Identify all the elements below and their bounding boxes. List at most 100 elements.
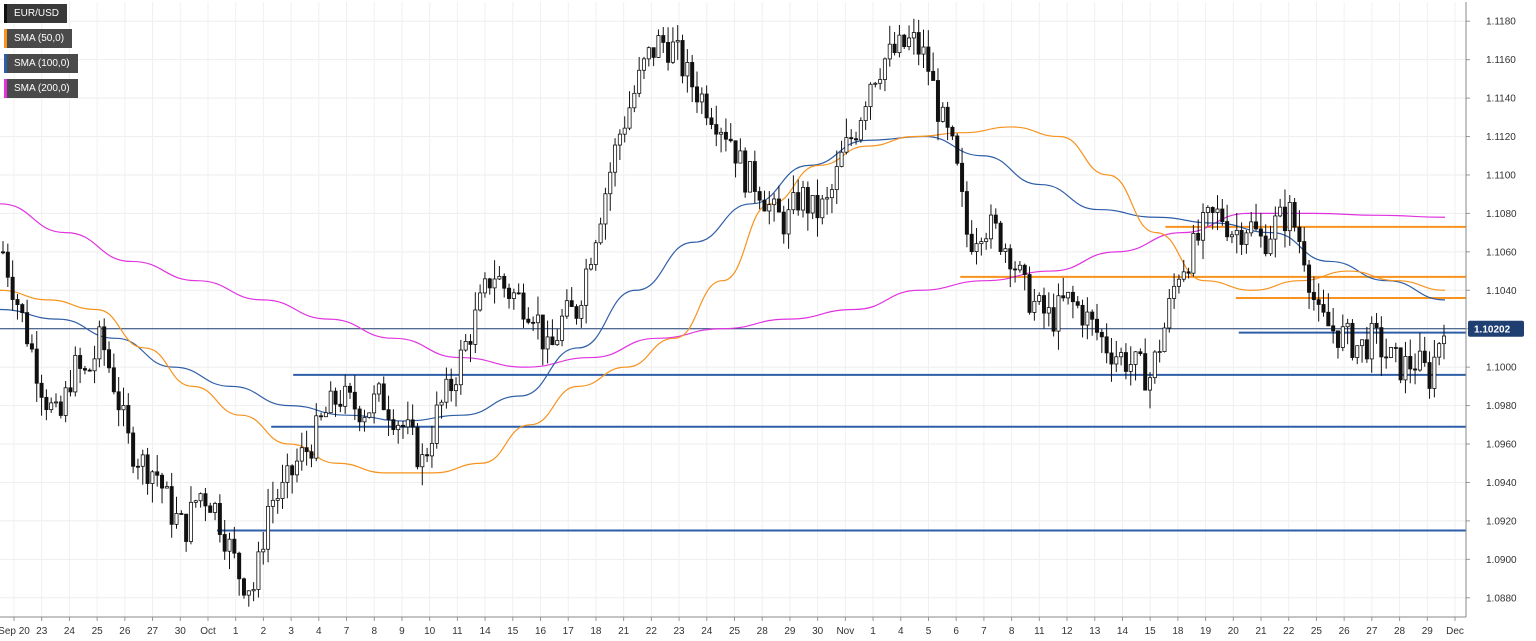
candle-body (757, 191, 762, 201)
x-tick-label: 24 (64, 626, 76, 637)
candle-body (140, 454, 145, 467)
candle-body (892, 43, 897, 54)
x-tick-label: 28 (1394, 626, 1406, 637)
candle-body (617, 133, 622, 146)
legend-item-sma100[interactable]: SMA (100,0) (4, 54, 78, 73)
candle-body (323, 412, 328, 418)
candle-body (1220, 208, 1225, 222)
x-tick-label: 25 (92, 626, 104, 637)
candle-body (497, 275, 502, 280)
y-tick-label: 1.0900 (1486, 555, 1517, 566)
candle-body (347, 385, 352, 393)
candle-body (227, 538, 232, 552)
candle-body (516, 292, 521, 295)
candle-body (463, 341, 468, 351)
x-tick-label: 27 (1366, 626, 1378, 637)
candle-body (482, 278, 487, 294)
candle-body (372, 393, 377, 414)
candle-body (526, 318, 531, 323)
candle-body (743, 150, 748, 193)
candle-body (116, 391, 121, 411)
candle-body (1311, 291, 1316, 301)
candle-body (1114, 356, 1119, 365)
candle-body (1413, 368, 1418, 371)
candle-body (1205, 207, 1210, 213)
x-tick-label: 25 (729, 626, 741, 637)
x-tick-label: 26 (119, 626, 131, 637)
sma200-line (0, 203, 1446, 368)
x-tick-label: 7 (344, 626, 350, 637)
legend: EUR/USD SMA (50,0) SMA (100,0) SMA (200,… (4, 4, 78, 104)
x-tick-label: 15 (1145, 626, 1157, 637)
candle-body (492, 278, 497, 289)
x-tick-label: 18 (590, 626, 602, 637)
candle-body (1181, 271, 1186, 280)
candle-body (1393, 347, 1398, 349)
candle-body (902, 34, 907, 48)
candle-body (444, 378, 449, 403)
x-tick-label: 23 (36, 626, 48, 637)
candle-body (44, 396, 49, 411)
axes: 1.0880 1.0900 1.0920 1.0940 1.0960 1.0980 1.10… (0, 2, 1517, 637)
x-tick-label: 1 (870, 626, 876, 637)
candle-body (762, 199, 767, 212)
candle-body (1239, 229, 1244, 245)
legend-item-eurusd[interactable]: EUR/USD (4, 4, 68, 23)
candle-body (521, 292, 526, 320)
x-tick-label: 2 (261, 626, 267, 637)
candle-body (887, 43, 892, 60)
candle-body (237, 552, 242, 580)
candlesticks (0, 18, 1447, 607)
candle-body (641, 58, 646, 71)
candle-body (1331, 325, 1336, 332)
candle-body (1138, 351, 1143, 354)
candle-body (405, 419, 410, 428)
legend-label: EUR/USD (14, 8, 60, 19)
candle-body (193, 500, 198, 503)
candle-body (1263, 235, 1268, 255)
candle-body (1085, 311, 1090, 326)
candle-body (1061, 295, 1066, 299)
candle-body (68, 387, 73, 393)
y-tick-label: 1.1000 (1486, 363, 1517, 374)
current-price-tag-bg (1468, 320, 1524, 337)
y-tick-label: 1.1060 (1486, 247, 1517, 258)
candle-body (632, 92, 637, 109)
candle-body (1148, 377, 1153, 391)
candle-body (256, 551, 261, 590)
candle-body (145, 454, 150, 484)
legend-label: SMA (50,0) (14, 33, 65, 44)
candle-body (1321, 304, 1326, 313)
candle-body (1186, 271, 1191, 274)
candle-body (1191, 233, 1196, 274)
candle-body (786, 209, 791, 235)
candle-body (473, 309, 478, 345)
candle-body (386, 409, 391, 421)
candle-body (955, 135, 960, 164)
candle-body (1234, 229, 1239, 236)
candle-body (560, 315, 565, 341)
candle-body (203, 493, 208, 507)
y-tick-label: 1.1120 (1486, 132, 1516, 143)
candle-body (160, 474, 165, 489)
x-tick-label: 27 (147, 626, 159, 637)
candle-body (246, 590, 251, 596)
candle-body (155, 471, 160, 476)
x-tick-label: 22 (1283, 626, 1295, 637)
candle-body (266, 505, 271, 550)
legend-item-sma200[interactable]: SMA (200,0) (4, 79, 78, 98)
candle-body (150, 471, 155, 484)
x-tick-label: Dec (1446, 626, 1464, 637)
candle-body (29, 343, 34, 350)
x-tick-label: 8 (371, 626, 377, 637)
candle-body (352, 391, 357, 410)
legend-swatch (4, 79, 7, 98)
candle-body (1046, 307, 1051, 314)
candle-body (666, 42, 671, 63)
candle-body (1403, 356, 1408, 381)
candle-body (34, 348, 39, 384)
x-tick-label: 22 (646, 626, 658, 637)
candle-body (10, 276, 15, 300)
legend-item-sma50[interactable]: SMA (50,0) (4, 29, 73, 48)
